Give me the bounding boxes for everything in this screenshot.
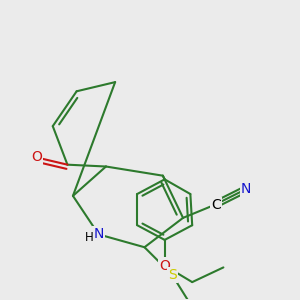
Text: C: C: [211, 198, 221, 212]
Text: S: S: [168, 268, 176, 282]
Text: N: N: [93, 227, 104, 242]
Text: N: N: [241, 182, 251, 196]
Text: H: H: [85, 231, 94, 244]
Text: O: O: [31, 150, 42, 164]
Text: O: O: [159, 259, 170, 273]
